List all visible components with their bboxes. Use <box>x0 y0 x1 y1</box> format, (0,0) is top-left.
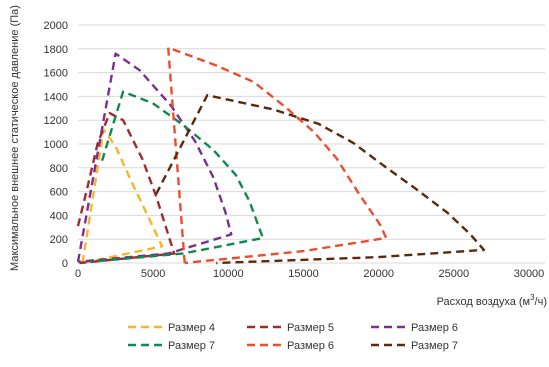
y-tick-label: 1000 <box>44 139 68 151</box>
legend-label: Размер 7 <box>168 340 215 352</box>
legend-item: Размер 7 <box>371 340 458 352</box>
y-tick-label: 0 <box>62 258 68 270</box>
y-tick-label: 200 <box>50 234 68 246</box>
x-axis-title-main: Расход воздуха (м <box>437 296 531 308</box>
x-tick-label: 0 <box>75 268 81 280</box>
x-tick-label: 30000 <box>514 268 545 280</box>
legend-label: Размер 6 <box>411 322 458 334</box>
legend-item: Размер 4 <box>128 322 215 334</box>
y-tick-label: 600 <box>50 187 68 199</box>
y-tick-label: 400 <box>50 210 68 222</box>
x-axis: 0 5000 10000 15000 20000 25000 30000 <box>75 268 544 280</box>
x-tick-label: 10000 <box>213 268 244 280</box>
legend-item: Размер 7 <box>128 340 215 352</box>
series-line-3 <box>76 52 233 263</box>
y-tick-label: 1800 <box>44 44 68 56</box>
x-tick-label: 5000 <box>141 268 165 280</box>
y-tick-label: 1200 <box>44 115 68 127</box>
x-tick-label: 15000 <box>288 268 319 280</box>
legend-item: Размер 6 <box>247 340 334 352</box>
legend-item: Размер 5 <box>247 322 334 334</box>
y-axis-title: Максимальное внешнее статическое давлени… <box>9 5 21 271</box>
series-line-4 <box>89 90 265 263</box>
series-line-5 <box>167 46 388 265</box>
y-tick-label: 1600 <box>44 68 68 80</box>
legend-label: Размер 6 <box>287 340 334 352</box>
legend-label: Размер 7 <box>411 340 458 352</box>
grid-layer <box>78 24 545 264</box>
legend-label: Размер 5 <box>287 322 334 334</box>
series-line-2 <box>76 111 176 265</box>
legend-item: Размер 6 <box>371 322 458 334</box>
y-tick-label: 800 <box>50 163 68 175</box>
x-tick-label: 25000 <box>439 268 470 280</box>
x-tick-label: 20000 <box>363 268 394 280</box>
x-axis-title: Расход воздуха (м3/ч) <box>437 293 547 308</box>
legend: Размер 4 Размер 5 Размер 6 Размер 7 Размер 6… <box>128 322 458 352</box>
y-tick-label: 1400 <box>44 91 68 103</box>
y-tick-label: 2000 <box>44 20 68 32</box>
x-axis-title-superscript: 3 <box>530 293 535 302</box>
y-axis: 0 200 400 600 800 1000 1200 1400 1600 1800 2000 <box>44 20 68 270</box>
series-line-1 <box>81 128 164 265</box>
legend-label: Размер 4 <box>168 322 215 334</box>
plot-area <box>76 46 486 265</box>
x-axis-title-end: /ч) <box>535 296 547 308</box>
